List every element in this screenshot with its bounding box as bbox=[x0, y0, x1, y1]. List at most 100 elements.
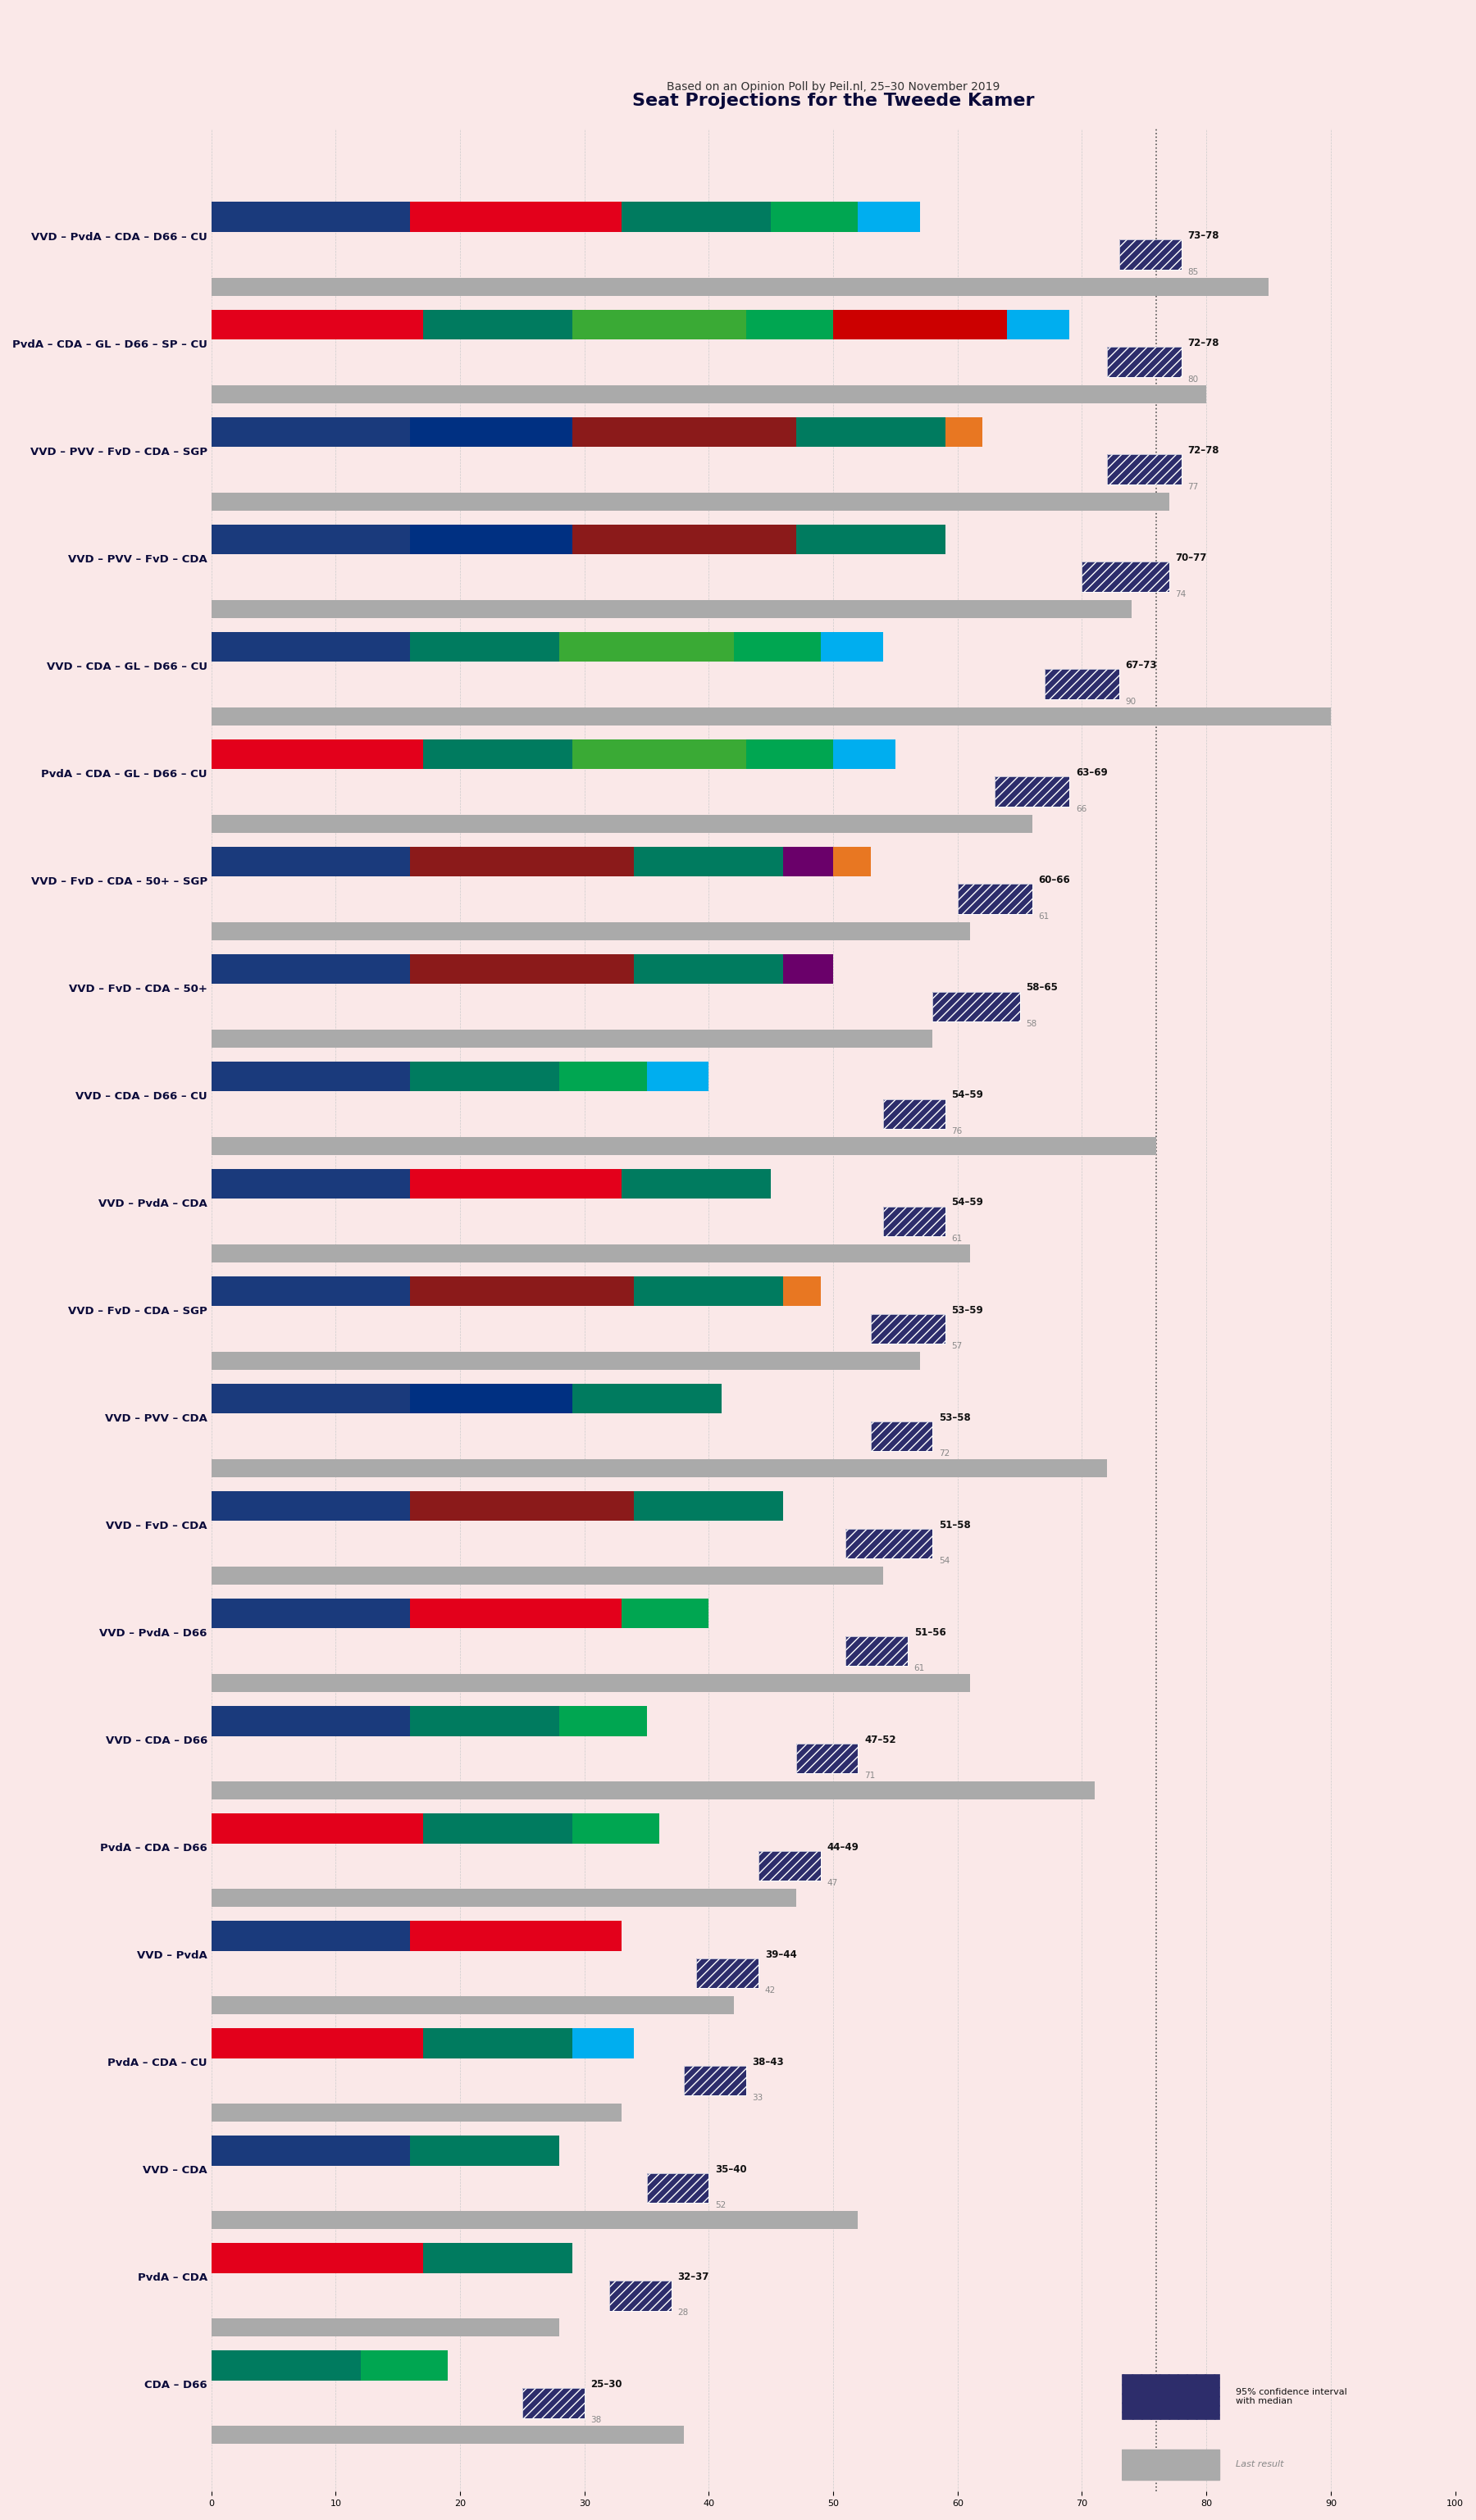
Bar bbox=[573, 524, 796, 554]
Bar bbox=[360, 2351, 447, 2381]
Bar bbox=[211, 600, 1132, 617]
Text: 28: 28 bbox=[677, 2308, 689, 2316]
Bar bbox=[523, 2389, 584, 2419]
Text: 51–56: 51–56 bbox=[914, 1628, 946, 1638]
Bar bbox=[211, 1890, 796, 1908]
Text: 57: 57 bbox=[952, 1343, 962, 1351]
Bar bbox=[759, 1850, 821, 1880]
Text: 80: 80 bbox=[1188, 375, 1199, 383]
Bar bbox=[211, 1492, 410, 1522]
Bar bbox=[422, 2029, 573, 2059]
Bar bbox=[410, 955, 635, 983]
Bar bbox=[211, 277, 1268, 295]
Bar bbox=[1107, 348, 1181, 378]
Text: 73–78: 73–78 bbox=[1188, 229, 1219, 242]
Bar bbox=[796, 416, 945, 446]
Text: Based on an Opinion Poll by Peil.nl, 25–30 November 2019: Based on an Opinion Poll by Peil.nl, 25–… bbox=[667, 81, 999, 93]
Text: 53–58: 53–58 bbox=[939, 1411, 971, 1424]
Text: 51–58: 51–58 bbox=[939, 1520, 971, 1530]
Bar bbox=[573, 310, 747, 340]
Text: 33: 33 bbox=[753, 2094, 763, 2102]
Bar bbox=[883, 1207, 945, 1237]
Bar bbox=[1007, 310, 1070, 340]
Text: 38: 38 bbox=[590, 2417, 602, 2424]
Text: 53–59: 53–59 bbox=[952, 1305, 983, 1315]
Bar bbox=[834, 847, 871, 877]
Bar bbox=[734, 633, 821, 663]
Bar bbox=[410, 1275, 635, 1305]
Text: 54–59: 54–59 bbox=[952, 1197, 983, 1207]
Text: 90: 90 bbox=[1126, 698, 1137, 706]
Text: 54–59: 54–59 bbox=[952, 1089, 983, 1101]
Text: 35–40: 35–40 bbox=[714, 2165, 747, 2175]
Bar bbox=[211, 1351, 920, 1371]
Text: 25–30: 25–30 bbox=[590, 2379, 623, 2389]
Bar bbox=[759, 1850, 821, 1880]
Text: 77: 77 bbox=[1188, 484, 1199, 491]
Text: 95% confidence interval
with median: 95% confidence interval with median bbox=[1235, 2386, 1346, 2407]
Bar bbox=[211, 2210, 858, 2230]
Bar bbox=[1045, 670, 1119, 701]
Bar bbox=[635, 955, 784, 983]
Bar bbox=[995, 776, 1070, 806]
Bar bbox=[410, 1706, 559, 1736]
Bar bbox=[834, 738, 896, 769]
Bar bbox=[410, 1492, 635, 1522]
Bar bbox=[211, 1814, 422, 1842]
Bar bbox=[211, 2351, 360, 2381]
Bar bbox=[1082, 562, 1169, 592]
Bar bbox=[211, 633, 410, 663]
Bar bbox=[933, 990, 1020, 1021]
Bar bbox=[422, 310, 573, 340]
Bar bbox=[211, 1031, 933, 1048]
Bar bbox=[211, 491, 1169, 512]
Bar bbox=[410, 202, 621, 232]
Bar bbox=[834, 310, 1007, 340]
Bar bbox=[211, 2243, 422, 2273]
Bar bbox=[784, 1275, 821, 1305]
Text: 42: 42 bbox=[765, 1986, 776, 1996]
Text: 44–49: 44–49 bbox=[827, 1842, 859, 1852]
Title: Seat Projections for the Tweede Kamer: Seat Projections for the Tweede Kamer bbox=[632, 93, 1035, 108]
Bar bbox=[211, 2427, 683, 2444]
Bar bbox=[846, 1530, 933, 1560]
Bar bbox=[211, 310, 422, 340]
Bar bbox=[697, 1958, 759, 1988]
Bar bbox=[846, 1635, 908, 1666]
Bar bbox=[211, 814, 1032, 832]
Bar bbox=[747, 738, 834, 769]
Text: 61: 61 bbox=[952, 1235, 962, 1242]
Bar bbox=[610, 2281, 672, 2311]
Bar bbox=[410, 1061, 559, 1091]
Text: 72–78: 72–78 bbox=[1188, 446, 1219, 456]
Bar bbox=[1122, 2374, 1219, 2419]
Bar bbox=[883, 1207, 945, 1237]
Bar bbox=[410, 524, 573, 554]
Bar bbox=[211, 2104, 621, 2122]
Text: 52: 52 bbox=[714, 2202, 726, 2210]
Bar bbox=[646, 2172, 708, 2202]
Text: 72: 72 bbox=[939, 1449, 949, 1457]
Text: 85: 85 bbox=[1188, 267, 1199, 277]
Bar bbox=[211, 955, 410, 983]
Text: 63–69: 63–69 bbox=[1076, 769, 1107, 779]
Bar bbox=[410, 1383, 573, 1414]
Bar bbox=[559, 633, 734, 663]
Bar bbox=[1107, 348, 1181, 378]
Bar bbox=[871, 1313, 945, 1343]
Bar bbox=[958, 885, 1032, 915]
Bar bbox=[573, 1814, 660, 1842]
Bar bbox=[610, 2281, 672, 2311]
Text: 47–52: 47–52 bbox=[865, 1734, 896, 1744]
Bar bbox=[1107, 454, 1181, 484]
Bar bbox=[211, 738, 422, 769]
Text: 67–73: 67–73 bbox=[1126, 660, 1157, 670]
Bar bbox=[958, 885, 1032, 915]
Text: 74: 74 bbox=[1175, 590, 1187, 597]
Bar bbox=[211, 1459, 1107, 1477]
Bar bbox=[635, 1492, 784, 1522]
Bar bbox=[784, 955, 834, 983]
Bar bbox=[1119, 239, 1181, 270]
Bar bbox=[871, 1421, 933, 1452]
Bar bbox=[573, 1383, 722, 1414]
